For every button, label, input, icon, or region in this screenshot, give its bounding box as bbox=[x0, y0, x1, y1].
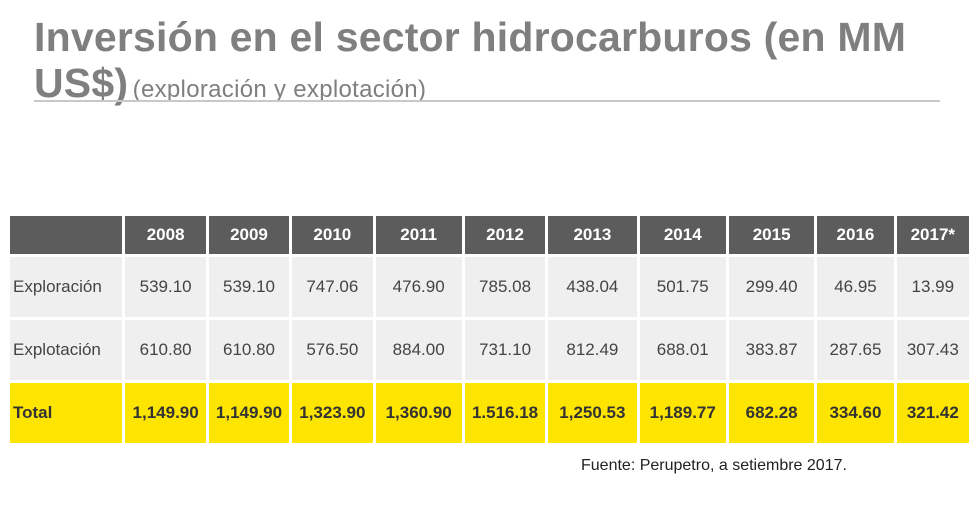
header-year: 2015 bbox=[728, 216, 815, 254]
table-cell: 539.10 bbox=[208, 257, 290, 317]
table-row-exploracion: Exploración 539.10 539.10 747.06 476.90 … bbox=[10, 257, 969, 317]
table-row-total: Total 1,149.90 1,149.90 1,323.90 1,360.9… bbox=[10, 383, 969, 443]
row-label: Total bbox=[10, 383, 123, 443]
investment-table: 2008 2009 2010 2011 2012 2013 2014 2015 … bbox=[7, 213, 972, 446]
header-year: 2013 bbox=[548, 216, 637, 254]
table-cell: 539.10 bbox=[125, 257, 206, 317]
title-divider bbox=[34, 100, 940, 102]
header-row: 2008 2009 2010 2011 2012 2013 2014 2015 … bbox=[10, 216, 969, 254]
header-year: 2010 bbox=[292, 216, 373, 254]
table-cell: 438.04 bbox=[548, 257, 637, 317]
header-year: 2008 bbox=[125, 216, 206, 254]
table-cell: 307.43 bbox=[896, 320, 969, 380]
table-cell: 884.00 bbox=[375, 320, 462, 380]
header-year: 2017* bbox=[896, 216, 969, 254]
header-year: 2014 bbox=[639, 216, 726, 254]
table-cell: 1,149.90 bbox=[125, 383, 206, 443]
source-note: Fuente: Perupetro, a setiembre 2017. bbox=[581, 457, 847, 474]
table-cell: 334.60 bbox=[817, 383, 894, 443]
header-year: 2016 bbox=[817, 216, 894, 254]
table-cell: 1,189.77 bbox=[639, 383, 726, 443]
table-cell: 1,149.90 bbox=[208, 383, 290, 443]
table-cell: 682.28 bbox=[728, 383, 815, 443]
table-cell: 501.75 bbox=[639, 257, 726, 317]
table-cell: 576.50 bbox=[292, 320, 373, 380]
table-cell: 1,323.90 bbox=[292, 383, 373, 443]
table-cell: 299.40 bbox=[728, 257, 815, 317]
row-label: Explotación bbox=[10, 320, 123, 380]
table-cell: 812.49 bbox=[548, 320, 637, 380]
table-cell: 476.90 bbox=[375, 257, 462, 317]
table-cell: 13.99 bbox=[896, 257, 969, 317]
header-year: 2011 bbox=[375, 216, 462, 254]
table-cell: 610.80 bbox=[208, 320, 290, 380]
table-cell: 46.95 bbox=[817, 257, 894, 317]
table-cell: 321.42 bbox=[896, 383, 969, 443]
title-subtitle: (exploración y explotación) bbox=[132, 76, 427, 103]
table-cell: 287.65 bbox=[817, 320, 894, 380]
header-corner bbox=[10, 216, 123, 254]
table-cell: 1,250.53 bbox=[548, 383, 637, 443]
table-cell: 785.08 bbox=[464, 257, 546, 317]
title-main: Inversión en el sector hidrocarburos (en… bbox=[34, 14, 907, 106]
table-cell: 610.80 bbox=[125, 320, 206, 380]
table-cell: 731.10 bbox=[464, 320, 546, 380]
table-row-explotacion: Explotación 610.80 610.80 576.50 884.00 … bbox=[10, 320, 969, 380]
table-cell: 747.06 bbox=[292, 257, 373, 317]
table-cell: 383.87 bbox=[728, 320, 815, 380]
header-year: 2009 bbox=[208, 216, 290, 254]
table-cell: 1,360.90 bbox=[375, 383, 462, 443]
slide-title: Inversión en el sector hidrocarburos (en… bbox=[34, 14, 944, 106]
table-cell: 1.516.18 bbox=[464, 383, 546, 443]
header-year: 2012 bbox=[464, 216, 546, 254]
row-label: Exploración bbox=[10, 257, 123, 317]
table-cell: 688.01 bbox=[639, 320, 726, 380]
